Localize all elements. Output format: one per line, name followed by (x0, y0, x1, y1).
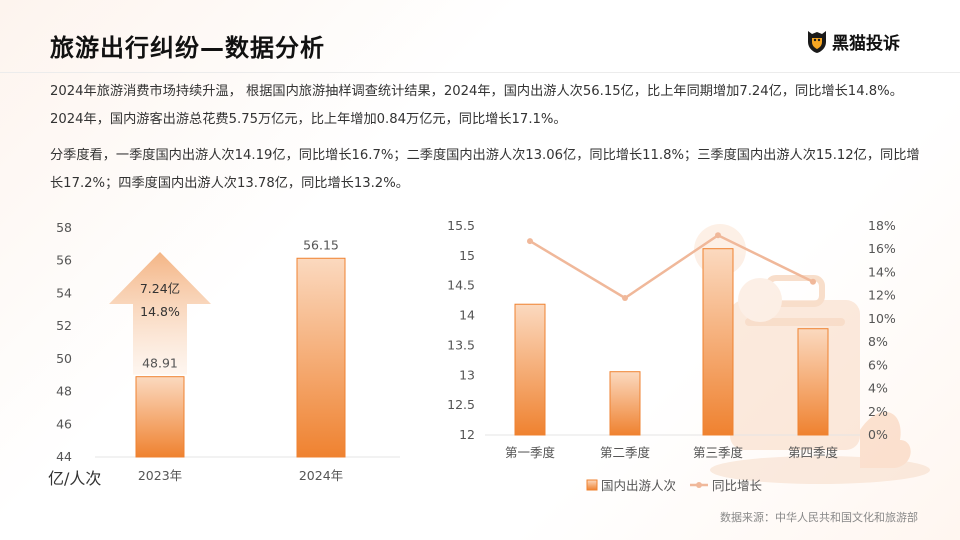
brand-logo: 黑猫投诉 (806, 28, 900, 54)
bar-第一季度 (514, 303, 546, 436)
x-tick-label: 第三季度 (693, 445, 744, 460)
y-left-tick-label: 15 (459, 248, 475, 263)
header-divider (0, 72, 960, 73)
legend-bar-label: 国内出游人次 (601, 478, 676, 493)
bar-第四季度 (797, 328, 829, 436)
x-tick-label: 第二季度 (600, 445, 651, 460)
logo-text: 黑猫投诉 (832, 33, 900, 54)
y-tick-label: 56 (56, 253, 72, 268)
y-left-tick-label: 14.5 (447, 278, 475, 293)
cat-shield-icon (808, 31, 826, 53)
growth-point (810, 278, 816, 285)
y-tick-label: 54 (56, 285, 72, 300)
y-right-tick-label: 10% (868, 311, 896, 326)
summary-paragraph: 2024年旅游消费市场持续升温， 根据国内旅游抽样调查统计结果，2024年，国内… (50, 84, 903, 127)
legend-line-label: 同比增长 (712, 478, 763, 493)
bar-2024年 (296, 257, 346, 458)
y-right-tick-label: 0% (868, 427, 888, 442)
y-tick-label: 44 (56, 449, 72, 464)
legend-line-marker (696, 482, 702, 488)
y-right-tick-label: 2% (868, 404, 888, 419)
growth-point (715, 232, 721, 239)
y-tick-label: 58 (56, 220, 72, 235)
page-title: 旅游出行纠纷—数据分析 (50, 34, 325, 62)
growth-arrow (109, 252, 211, 375)
y-right-tick-label: 16% (868, 241, 896, 256)
x-tick-label: 2024年 (299, 468, 343, 483)
x-tick-label: 2023年 (138, 468, 182, 483)
y-left-tick-label: 13 (459, 367, 475, 382)
title-bar: 旅游出行纠纷—数据分析 黑猫投诉 (0, 0, 960, 72)
legend-bar-swatch (586, 479, 598, 491)
y-tick-label: 52 (56, 318, 72, 333)
y-tick-label: 46 (56, 416, 72, 431)
y-left-tick-label: 12 (459, 427, 475, 442)
x-tick-label: 第四季度 (788, 445, 839, 460)
growth-line (529, 233, 814, 300)
bar-第三季度 (702, 248, 734, 436)
bar-第二季度 (609, 371, 641, 436)
growth-point (622, 294, 628, 301)
chart-annual-visits: 44 46 48 50 52 54 56 58 7.24亿 14.8% 48.91 2023年 56.1… (48, 220, 400, 488)
y-right-tick-label: 18% (868, 218, 896, 233)
x-tick-label: 第一季度 (505, 445, 556, 460)
y-right-tick-label: 4% (868, 381, 888, 396)
y-right-tick-label: 6% (868, 357, 888, 372)
y-left-tick-label: 15.5 (447, 218, 475, 233)
y-left-tick-label: 13.5 (447, 337, 475, 352)
y-right-tick-label: 12% (868, 288, 896, 303)
y-left-tick-label: 14 (459, 308, 475, 323)
y-right-tick-label: 14% (868, 264, 896, 279)
y-tick-label: 48 (56, 384, 72, 399)
y-left-tick-label: 12.5 (447, 397, 475, 412)
growth-increase-label: 7.24亿 (140, 281, 180, 296)
chart-quarterly-visits: 12 12.5 13 13.5 14 14.5 15 15.5 0% 2% 4% 6% 8% 10% 12%… (447, 218, 896, 493)
quarterly-paragraph: 分季度看，一季度国内出游人次14.19亿，同比增长16.7%；二季度国内出游人次… (50, 148, 920, 191)
y-right-tick-label: 8% (868, 334, 888, 349)
y-axis-unit: 亿/人次 (48, 469, 101, 488)
bar-value-label: 56.15 (303, 237, 339, 252)
growth-point (527, 238, 533, 245)
growth-rate-label: 14.8% (140, 304, 180, 319)
bar-2023年 (135, 376, 185, 458)
y-tick-label: 50 (56, 351, 72, 366)
bar-value-label: 48.91 (142, 356, 178, 371)
data-source: 数据来源：中华人民共和国文化和旅游部 (720, 511, 918, 524)
